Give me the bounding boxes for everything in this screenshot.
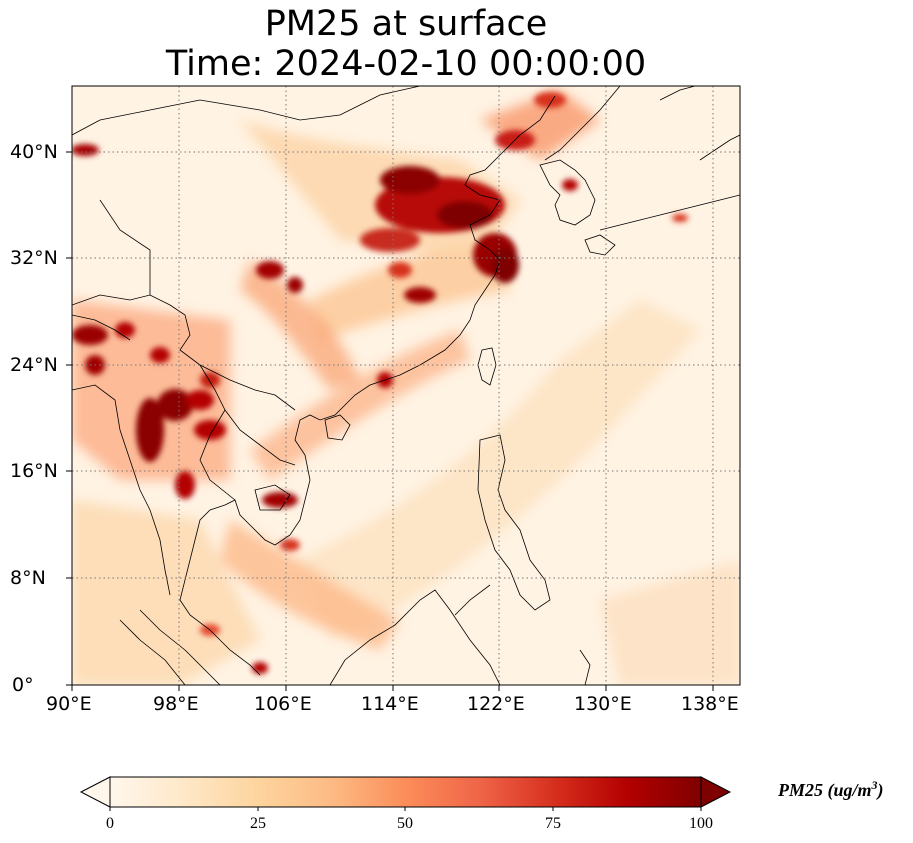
colorbar-extend-min — [79, 776, 111, 808]
map-time: Time: 2024-02-10 00:00:00 — [165, 44, 647, 84]
colorbar — [79, 776, 732, 811]
colorbar-label: PM25 (ug/m3) — [778, 778, 884, 800]
lon-tick-label: 130°E — [574, 693, 632, 715]
lat-tick-label: 16°N — [10, 460, 58, 482]
lat-tick-label: 24°N — [10, 354, 58, 376]
lon-tick-label: 106°E — [254, 693, 312, 715]
axis-ticks — [66, 151, 714, 691]
lat-tick-label: 32°N — [10, 247, 58, 269]
colorbar-tick-label: 0 — [106, 815, 114, 832]
pm25-field — [72, 86, 740, 685]
lat-tick-label: 40°N — [10, 141, 58, 163]
lon-tick-label: 98°E — [153, 693, 199, 715]
colorbar-tick-label: 50 — [397, 815, 413, 832]
map-title: PM25 at surface — [264, 4, 548, 44]
colorbar-gradient — [110, 777, 701, 807]
colorbar-extend-max — [700, 776, 732, 808]
lon-tick-label: 114°E — [361, 693, 419, 715]
coastlines — [72, 86, 740, 685]
lon-tick-label: 138°E — [681, 693, 739, 715]
colorbar-tick-label: 100 — [689, 815, 713, 832]
gridlines — [72, 86, 740, 685]
lat-tick-label: 8°N — [10, 567, 46, 589]
map-frame — [71, 85, 741, 686]
colorbar-tick-label: 75 — [545, 815, 561, 832]
colorbar-tick-label: 25 — [250, 815, 266, 832]
lon-tick-label: 90°E — [46, 693, 92, 715]
lat-tick-label: 0° — [12, 674, 34, 696]
lon-tick-label: 122°E — [467, 693, 525, 715]
